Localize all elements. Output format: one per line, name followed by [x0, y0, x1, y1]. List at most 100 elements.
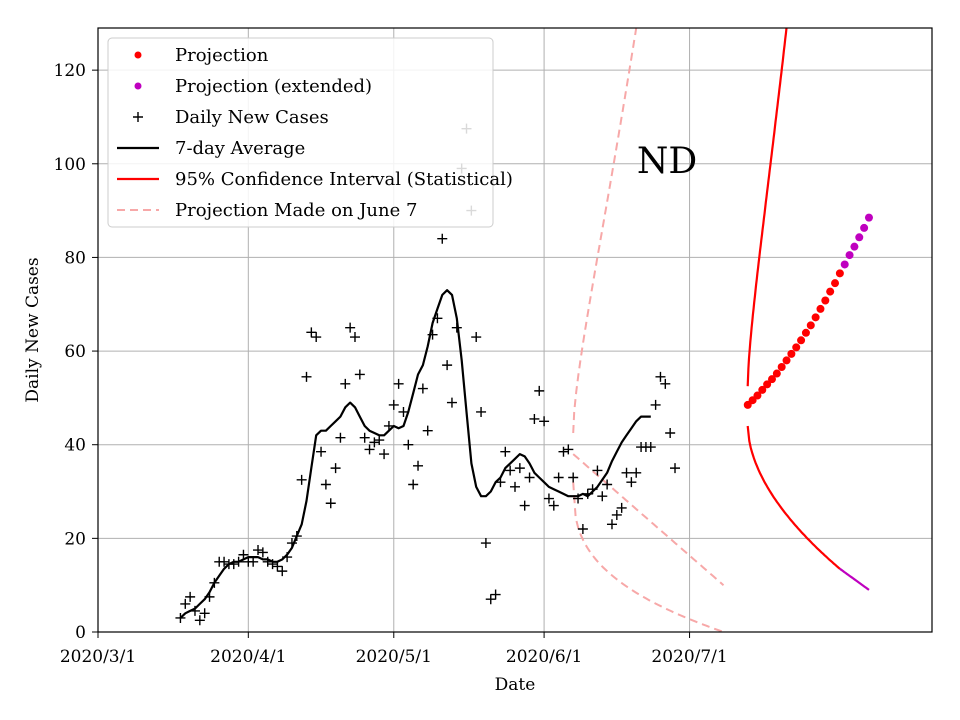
daily-case-point — [471, 332, 482, 343]
ci-upper-line — [746, 28, 788, 387]
x-tick-label: 2020/7/1 — [651, 647, 727, 667]
daily-case-point — [233, 556, 244, 567]
daily-case-point — [354, 369, 365, 380]
daily-case-point — [320, 479, 331, 490]
daily-case-point — [209, 577, 220, 588]
daily-case-point — [364, 444, 375, 455]
projection-point — [821, 296, 830, 305]
legend-marker-dot — [134, 51, 142, 59]
projection-point — [826, 287, 835, 296]
daily-case-point — [577, 523, 588, 534]
daily-case-point — [437, 233, 448, 244]
daily-case-point — [476, 406, 487, 417]
y-tick-label: 60 — [64, 342, 86, 362]
june7-projection-line — [572, 482, 724, 632]
projection-point — [792, 343, 801, 352]
projection-extended-point — [855, 233, 864, 242]
legend-label: Daily New Cases — [175, 107, 329, 128]
daily-case-point — [335, 432, 346, 443]
projection-point — [801, 328, 810, 337]
daily-case-point — [374, 435, 385, 446]
daily-case-point — [282, 552, 293, 563]
projection-extended-point — [864, 213, 873, 222]
daily-case-point — [480, 538, 491, 549]
daily-case-point — [296, 474, 307, 485]
daily-case-point — [175, 612, 186, 623]
legend-label: 7-day Average — [175, 138, 305, 159]
projection-extended-point — [840, 260, 849, 269]
x-tick-label: 2020/5/1 — [356, 647, 432, 667]
y-tick-label: 20 — [64, 529, 86, 549]
daily-case-point — [597, 491, 608, 502]
daily-case-point — [432, 313, 443, 324]
ci-lower-extended-line — [839, 567, 870, 591]
daily-case-point — [248, 556, 259, 567]
daily-case-point — [442, 360, 453, 371]
daily-case-point — [558, 446, 569, 457]
daily-case-point — [495, 477, 506, 488]
legend-label: Projection — [175, 45, 269, 66]
daily-case-point — [267, 559, 278, 570]
daily-case-point — [238, 549, 249, 560]
daily-case-point — [413, 460, 424, 471]
legend-label: Projection (extended) — [175, 76, 372, 97]
projection-point — [772, 369, 781, 378]
daily-case-point — [514, 463, 525, 474]
daily-case-point — [316, 446, 327, 457]
daily-case-point — [539, 416, 550, 427]
daily-case-point — [204, 591, 215, 602]
ci-lower-line — [746, 425, 841, 570]
daily-case-point — [582, 488, 593, 499]
y-axis-label: Daily New Cases — [23, 257, 43, 402]
y-tick-label: 40 — [64, 436, 86, 456]
daily-case-point — [199, 608, 210, 619]
projection-point — [753, 391, 762, 400]
daily-case-point — [529, 413, 540, 424]
daily-case-point — [606, 519, 617, 530]
daily-case-point — [185, 591, 196, 602]
daily-case-point — [369, 437, 380, 448]
daily-case-point — [655, 371, 666, 382]
daily-case-point — [379, 449, 390, 460]
daily-case-point — [500, 446, 511, 457]
legend-box — [107, 37, 494, 228]
daily-case-point — [408, 479, 419, 490]
y-tick-label: 120 — [54, 61, 86, 81]
june7-projection-line — [572, 28, 638, 434]
projection-point — [763, 380, 772, 389]
daily-case-point — [490, 589, 501, 600]
x-tick-label: 2020/6/1 — [506, 647, 582, 667]
daily-case-point — [219, 556, 230, 567]
projection-point — [806, 321, 815, 330]
daily-case-point — [568, 472, 579, 483]
projection-point — [777, 362, 786, 371]
seven-day-average-line — [179, 289, 651, 619]
daily-case-point — [325, 498, 336, 509]
daily-case-point — [485, 594, 496, 605]
daily-case-point — [194, 615, 205, 626]
daily-case-point — [573, 493, 584, 504]
daily-case-point — [189, 605, 200, 616]
daily-case-point — [534, 385, 545, 396]
daily-case-point — [286, 538, 297, 549]
legend-label: 95% Confidence Interval (Statistical) — [175, 169, 513, 190]
legend-label: Projection Made on June 7 — [175, 200, 417, 221]
daily-case-point — [262, 556, 273, 567]
daily-case-point — [228, 559, 239, 570]
legend-marker-plus — [133, 112, 143, 122]
june7-projection-line — [572, 453, 725, 586]
projection-point — [811, 313, 820, 322]
daily-case-point — [670, 463, 681, 474]
legend: Projection Projection (extended) Daily New… — [107, 37, 513, 228]
legend-marker-dot — [134, 82, 142, 90]
daily-case-point — [548, 500, 559, 511]
daily-case-point — [592, 465, 603, 476]
daily-case-point — [519, 500, 530, 511]
daily-case-point — [665, 428, 676, 439]
daily-case-point — [510, 481, 520, 492]
daily-case-point — [398, 406, 409, 417]
daily-case-point — [340, 378, 351, 389]
projection-point — [782, 356, 791, 365]
x-tick-label: 2020/3/1 — [60, 647, 136, 667]
daily-case-point — [616, 502, 627, 513]
